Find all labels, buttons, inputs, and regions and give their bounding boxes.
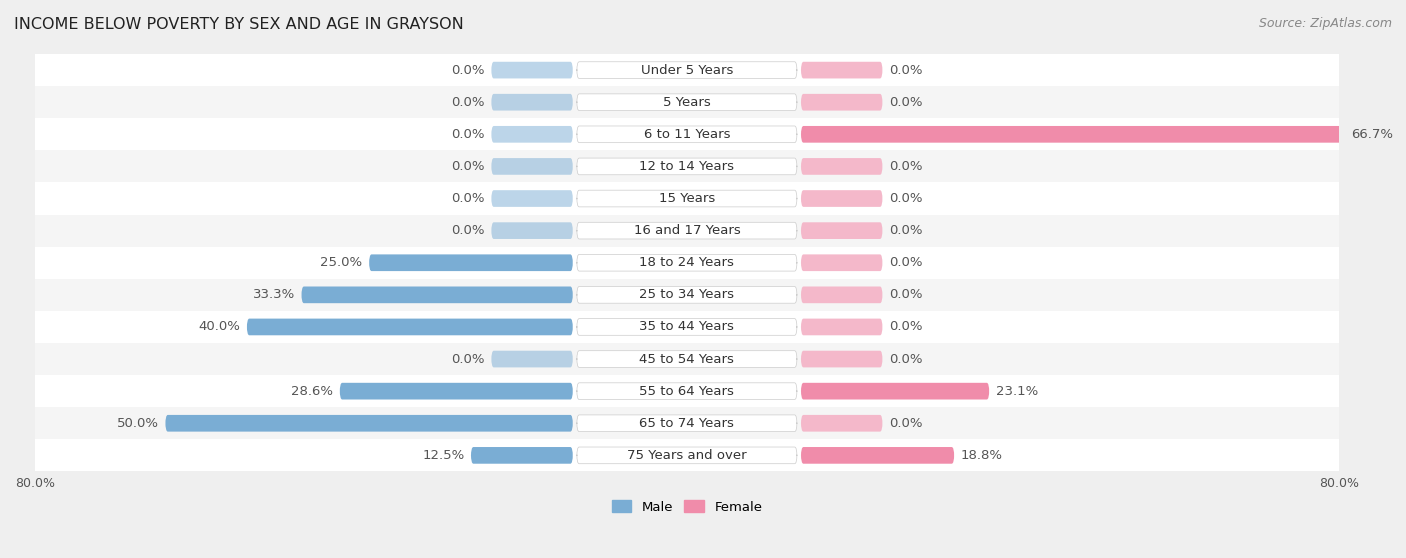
Text: 23.1%: 23.1% (995, 384, 1038, 398)
Text: 12.5%: 12.5% (422, 449, 464, 462)
FancyBboxPatch shape (471, 447, 572, 464)
Text: 25 to 34 Years: 25 to 34 Years (640, 288, 734, 301)
Text: Source: ZipAtlas.com: Source: ZipAtlas.com (1258, 17, 1392, 30)
FancyBboxPatch shape (576, 351, 797, 367)
FancyBboxPatch shape (491, 351, 572, 367)
FancyBboxPatch shape (35, 343, 1339, 375)
FancyBboxPatch shape (35, 375, 1339, 407)
FancyBboxPatch shape (35, 247, 1339, 279)
FancyBboxPatch shape (576, 126, 797, 143)
Text: 0.0%: 0.0% (451, 96, 485, 109)
FancyBboxPatch shape (166, 415, 572, 431)
FancyBboxPatch shape (491, 94, 572, 110)
FancyBboxPatch shape (576, 190, 797, 207)
FancyBboxPatch shape (491, 222, 572, 239)
FancyBboxPatch shape (35, 86, 1339, 118)
FancyBboxPatch shape (301, 286, 572, 303)
Text: 18 to 24 Years: 18 to 24 Years (640, 256, 734, 270)
FancyBboxPatch shape (340, 383, 572, 400)
Text: Under 5 Years: Under 5 Years (641, 64, 733, 76)
FancyBboxPatch shape (801, 447, 955, 464)
FancyBboxPatch shape (576, 62, 797, 79)
Text: 35 to 44 Years: 35 to 44 Years (640, 320, 734, 334)
FancyBboxPatch shape (35, 407, 1339, 439)
Text: 75 Years and over: 75 Years and over (627, 449, 747, 462)
Text: 0.0%: 0.0% (451, 224, 485, 237)
FancyBboxPatch shape (576, 415, 797, 431)
Text: 0.0%: 0.0% (451, 192, 485, 205)
Text: 0.0%: 0.0% (889, 96, 922, 109)
FancyBboxPatch shape (801, 351, 883, 367)
Text: 0.0%: 0.0% (889, 417, 922, 430)
Text: 18.8%: 18.8% (960, 449, 1002, 462)
Text: 0.0%: 0.0% (889, 64, 922, 76)
Text: 0.0%: 0.0% (889, 353, 922, 365)
Text: 0.0%: 0.0% (889, 256, 922, 270)
Text: 0.0%: 0.0% (889, 160, 922, 173)
Text: 15 Years: 15 Years (659, 192, 716, 205)
Text: 5 Years: 5 Years (664, 96, 711, 109)
Text: 0.0%: 0.0% (889, 320, 922, 334)
FancyBboxPatch shape (491, 158, 572, 175)
FancyBboxPatch shape (576, 158, 797, 175)
FancyBboxPatch shape (35, 215, 1339, 247)
FancyBboxPatch shape (35, 182, 1339, 215)
Text: 0.0%: 0.0% (889, 288, 922, 301)
FancyBboxPatch shape (491, 62, 572, 79)
FancyBboxPatch shape (491, 126, 572, 143)
FancyBboxPatch shape (801, 254, 883, 271)
FancyBboxPatch shape (801, 319, 883, 335)
Text: 25.0%: 25.0% (321, 256, 363, 270)
FancyBboxPatch shape (801, 286, 883, 303)
Text: 12 to 14 Years: 12 to 14 Years (640, 160, 734, 173)
FancyBboxPatch shape (35, 150, 1339, 182)
FancyBboxPatch shape (35, 118, 1339, 150)
Text: 66.7%: 66.7% (1351, 128, 1393, 141)
Text: 0.0%: 0.0% (889, 192, 922, 205)
FancyBboxPatch shape (801, 222, 883, 239)
FancyBboxPatch shape (801, 158, 883, 175)
FancyBboxPatch shape (247, 319, 572, 335)
FancyBboxPatch shape (576, 383, 797, 400)
Text: 55 to 64 Years: 55 to 64 Years (640, 384, 734, 398)
Text: 0.0%: 0.0% (451, 160, 485, 173)
Text: INCOME BELOW POVERTY BY SEX AND AGE IN GRAYSON: INCOME BELOW POVERTY BY SEX AND AGE IN G… (14, 17, 464, 32)
Text: 40.0%: 40.0% (198, 320, 240, 334)
Text: 0.0%: 0.0% (451, 128, 485, 141)
Text: 6 to 11 Years: 6 to 11 Years (644, 128, 730, 141)
FancyBboxPatch shape (576, 447, 797, 464)
FancyBboxPatch shape (801, 383, 990, 400)
Text: 33.3%: 33.3% (253, 288, 295, 301)
FancyBboxPatch shape (370, 254, 572, 271)
Text: 0.0%: 0.0% (889, 224, 922, 237)
FancyBboxPatch shape (35, 311, 1339, 343)
Text: 28.6%: 28.6% (291, 384, 333, 398)
FancyBboxPatch shape (801, 94, 883, 110)
Text: 0.0%: 0.0% (451, 353, 485, 365)
FancyBboxPatch shape (801, 190, 883, 207)
FancyBboxPatch shape (576, 254, 797, 271)
Text: 0.0%: 0.0% (451, 64, 485, 76)
FancyBboxPatch shape (576, 222, 797, 239)
FancyBboxPatch shape (801, 62, 883, 79)
FancyBboxPatch shape (35, 279, 1339, 311)
FancyBboxPatch shape (35, 54, 1339, 86)
FancyBboxPatch shape (576, 94, 797, 110)
FancyBboxPatch shape (35, 439, 1339, 472)
Text: 45 to 54 Years: 45 to 54 Years (640, 353, 734, 365)
Text: 16 and 17 Years: 16 and 17 Years (634, 224, 741, 237)
FancyBboxPatch shape (491, 190, 572, 207)
Text: 50.0%: 50.0% (117, 417, 159, 430)
FancyBboxPatch shape (801, 126, 1344, 143)
FancyBboxPatch shape (576, 286, 797, 303)
FancyBboxPatch shape (801, 415, 883, 431)
FancyBboxPatch shape (576, 319, 797, 335)
Legend: Male, Female: Male, Female (606, 495, 768, 519)
Text: 65 to 74 Years: 65 to 74 Years (640, 417, 734, 430)
